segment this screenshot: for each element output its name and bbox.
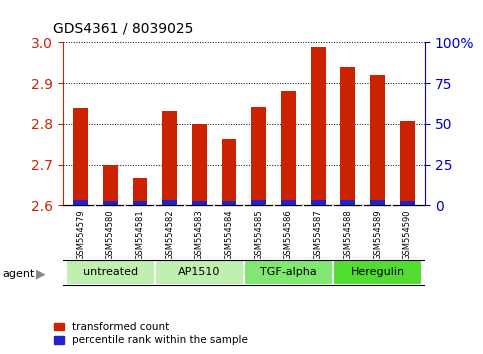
Text: untreated: untreated	[83, 267, 138, 277]
Bar	[311, 200, 326, 205]
Text: GSM554585: GSM554585	[254, 210, 263, 260]
Bar	[162, 200, 177, 205]
Bar	[400, 121, 414, 205]
Text: GSM554588: GSM554588	[343, 210, 352, 260]
Text: Heregulin: Heregulin	[351, 267, 405, 277]
Bar	[192, 201, 207, 205]
Bar	[400, 201, 414, 205]
Bar	[162, 111, 177, 205]
Bar	[73, 108, 88, 205]
Bar	[132, 178, 147, 205]
Text: AP1510: AP1510	[178, 267, 221, 277]
Bar	[155, 260, 244, 285]
Text: GSM554586: GSM554586	[284, 210, 293, 260]
Bar	[103, 165, 118, 205]
Bar	[281, 91, 296, 205]
Bar	[311, 47, 326, 205]
Text: GSM554580: GSM554580	[106, 210, 115, 260]
Bar	[281, 200, 296, 205]
Bar	[103, 201, 118, 205]
Bar	[192, 124, 207, 205]
Bar	[132, 201, 147, 205]
Bar	[73, 200, 88, 205]
Bar	[244, 260, 333, 285]
Legend: transformed count, percentile rank within the sample: transformed count, percentile rank withi…	[54, 322, 248, 345]
Text: agent: agent	[2, 269, 35, 279]
Text: TGF-alpha: TGF-alpha	[260, 267, 317, 277]
Bar	[251, 200, 266, 205]
Bar	[370, 200, 385, 205]
Text: GSM554583: GSM554583	[195, 210, 204, 260]
Bar	[222, 139, 237, 205]
Text: GSM554589: GSM554589	[373, 210, 382, 260]
Text: GSM554582: GSM554582	[165, 210, 174, 260]
Bar	[222, 201, 237, 205]
Text: GSM554579: GSM554579	[76, 210, 85, 260]
Bar	[333, 260, 422, 285]
Bar	[66, 260, 155, 285]
Text: GSM554581: GSM554581	[136, 210, 144, 260]
Bar	[251, 107, 266, 205]
Bar	[370, 75, 385, 205]
Text: GSM554587: GSM554587	[313, 210, 323, 260]
Text: ▶: ▶	[36, 268, 46, 281]
Text: GSM554584: GSM554584	[225, 210, 234, 260]
Text: GDS4361 / 8039025: GDS4361 / 8039025	[53, 21, 194, 35]
Bar	[341, 67, 355, 205]
Bar	[341, 200, 355, 205]
Text: GSM554590: GSM554590	[403, 210, 412, 260]
